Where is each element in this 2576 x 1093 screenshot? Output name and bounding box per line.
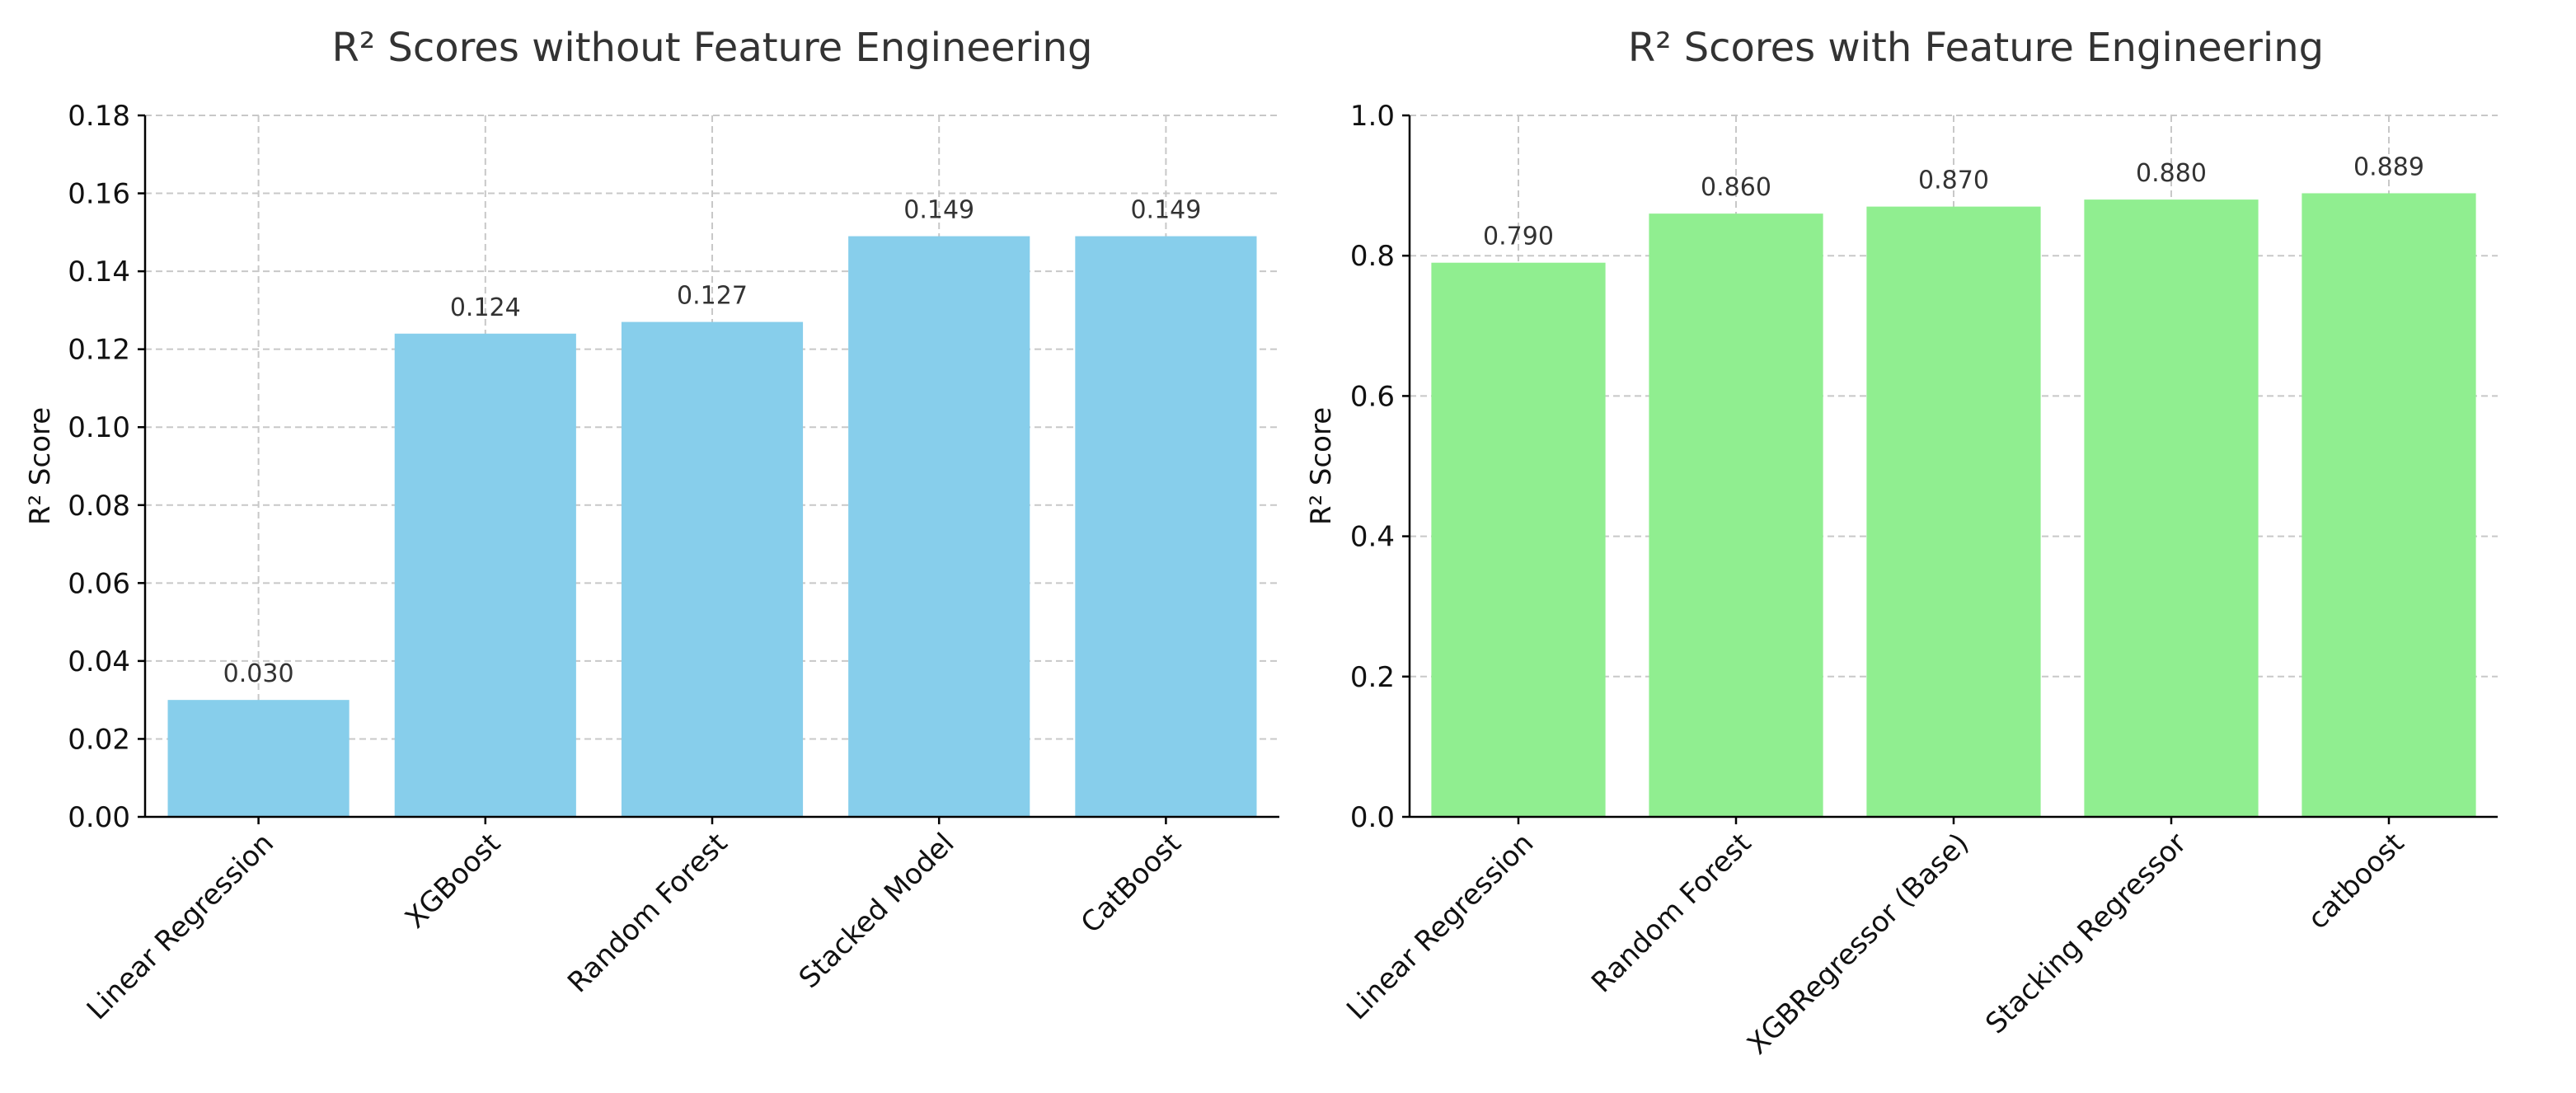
x-tick-label: Random Forest bbox=[561, 827, 734, 999]
y-tick-label: 0.14 bbox=[68, 256, 130, 288]
y-tick-label: 0.6 bbox=[1350, 380, 1395, 413]
data-label: 0.149 bbox=[903, 196, 974, 225]
x-tick-label: Stacked Model bbox=[793, 827, 961, 995]
chart-title: R² Scores without Feature Engineering bbox=[332, 25, 1093, 71]
data-label: 0.149 bbox=[1130, 196, 1201, 225]
x-tick-label: catboost bbox=[2302, 827, 2410, 936]
y-tick-label: 0.02 bbox=[68, 723, 130, 756]
y-tick-label: 0.12 bbox=[68, 334, 130, 367]
y-axis-label: R² Score bbox=[24, 407, 57, 525]
x-tick-label: Linear Regression bbox=[81, 827, 280, 1026]
y-tick-label: 0.08 bbox=[68, 490, 130, 523]
x-tick-label: CatBoost bbox=[1075, 827, 1188, 940]
bar bbox=[1866, 206, 2041, 817]
chart-with-feature-engineering: 0.790 0.860 0.870 0.880 0.889 0.0 0.2 0.4 0.6 0.8… bbox=[1305, 25, 2498, 1061]
bar bbox=[394, 333, 576, 817]
data-label: 0.790 bbox=[1483, 223, 1554, 251]
bar bbox=[1075, 236, 1257, 817]
x-tick-label: XGBoost bbox=[399, 827, 507, 935]
bar bbox=[2084, 199, 2259, 817]
data-label: 0.889 bbox=[2353, 152, 2424, 181]
bar bbox=[2302, 193, 2476, 817]
x-tick-label: Random Forest bbox=[1585, 827, 1757, 999]
y-tick-label: 0.0 bbox=[1350, 801, 1395, 834]
y-tick-label: 0.8 bbox=[1350, 240, 1395, 273]
data-label: 0.124 bbox=[450, 293, 521, 322]
y-tick-label: 0.04 bbox=[68, 645, 130, 678]
y-axis-label: R² Score bbox=[1305, 407, 1338, 525]
chart-title: R² Scores with Feature Engineering bbox=[1628, 25, 2324, 71]
y-tick-label: 0.2 bbox=[1350, 661, 1395, 694]
bar bbox=[1649, 213, 1823, 817]
data-label: 0.030 bbox=[223, 659, 294, 688]
y-tick-label: 0.16 bbox=[68, 178, 130, 211]
chart-without-feature-engineering: 0.030 0.124 0.127 0.149 0.149 0.00 0.02 0.04 0.0… bbox=[24, 25, 1279, 1026]
x-tick-label: XGBRegressor (Base) bbox=[1741, 827, 1975, 1061]
x-tick-label: Linear Regression bbox=[1340, 827, 1540, 1026]
data-label: 0.860 bbox=[1701, 173, 1771, 202]
bar bbox=[848, 236, 1030, 817]
bar bbox=[167, 700, 350, 817]
y-tick-label: 0.4 bbox=[1350, 521, 1395, 554]
bar bbox=[1431, 262, 1606, 818]
y-tick-label: 0.18 bbox=[68, 100, 130, 133]
bar bbox=[621, 321, 804, 817]
y-tick-label: 0.06 bbox=[68, 567, 130, 600]
data-label: 0.880 bbox=[2136, 159, 2207, 188]
y-tick-label: 0.00 bbox=[68, 801, 130, 834]
data-label: 0.870 bbox=[1918, 167, 1989, 195]
y-tick-label: 0.10 bbox=[68, 411, 130, 444]
y-tick-label: 1.0 bbox=[1350, 100, 1395, 133]
x-tick-label: Stacking Regressor bbox=[1979, 827, 2193, 1040]
data-label: 0.127 bbox=[677, 282, 748, 311]
